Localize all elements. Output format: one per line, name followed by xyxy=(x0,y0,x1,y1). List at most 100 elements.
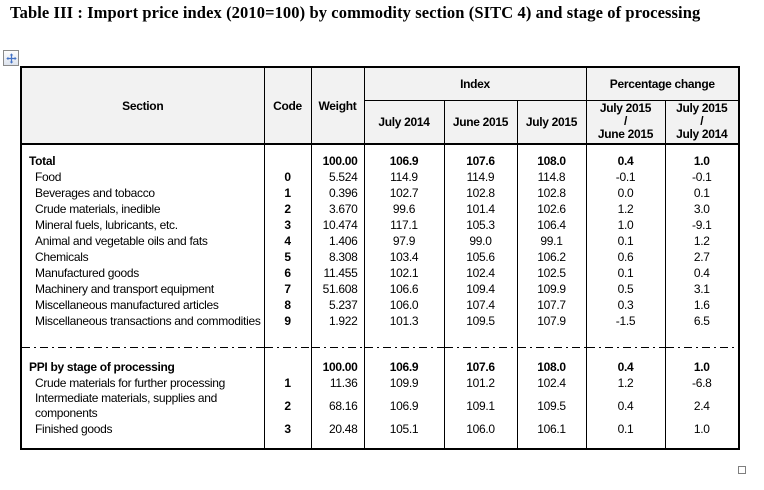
cell-change-mom: 0.1 xyxy=(585,265,666,281)
cell-index-july-2014: 106.9 xyxy=(363,153,445,169)
cell-index-july-2014: 102.7 xyxy=(363,185,445,201)
header-line: / xyxy=(623,114,628,129)
cell-index-july-2014: 114.9 xyxy=(363,169,445,185)
cell-index-july-2015: 114.8 xyxy=(516,169,587,185)
cell-index-july-2014: 106.9 xyxy=(363,359,445,375)
spacer-cell xyxy=(443,329,518,339)
cell-weight: 3.670 xyxy=(310,201,365,217)
table-row: PPI by stage of processing 100.00 106.9 107… xyxy=(20,359,740,375)
cell-section: Crude materials for further processing xyxy=(20,375,265,391)
cell-index-july-2015: 107.9 xyxy=(516,313,587,329)
cell-change-yoy: 1.0 xyxy=(664,421,740,437)
column-header-july-2014: July 2014 xyxy=(363,100,445,145)
cell-index-july-2015: 106.1 xyxy=(516,421,587,437)
cell-code: 2 xyxy=(263,201,312,217)
cell-section: Crude materials, inedible xyxy=(20,201,265,217)
spacer-cell xyxy=(443,144,518,153)
cell-index-july-2014: 102.1 xyxy=(363,265,445,281)
table-resize-handle[interactable] xyxy=(738,466,746,474)
cell-change-yoy: 0.1 xyxy=(664,185,740,201)
cell-code: 5 xyxy=(263,249,312,265)
cell-change-mom: 1.0 xyxy=(585,217,666,233)
cell-change-mom: -1.5 xyxy=(585,313,666,329)
header-line: July 2015 xyxy=(599,101,652,116)
cell-index-july-2014: 106.0 xyxy=(363,297,445,313)
cell-change-mom: 0.0 xyxy=(585,185,666,201)
cell-index-july-2015: 109.9 xyxy=(516,281,587,297)
cell-section: Finished goods xyxy=(20,421,265,437)
cell-change-yoy: 1.2 xyxy=(664,233,740,249)
table-row: Crude materials for further processing 1 1… xyxy=(20,375,740,391)
cell-weight: 1.922 xyxy=(310,313,365,329)
spacer-cell xyxy=(310,144,365,153)
table-move-handle[interactable] xyxy=(3,50,19,66)
cell-index-july-2015: 107.7 xyxy=(516,297,587,313)
cell-index-june-2015: 101.2 xyxy=(443,375,518,391)
cell-code: 9 xyxy=(263,313,312,329)
cell-change-mom: 0.4 xyxy=(585,153,666,169)
cell-change-mom: -0.1 xyxy=(585,169,666,185)
cell-index-june-2015: 109.4 xyxy=(443,281,518,297)
table-row: Chemicals 5 8.308 103.4 105.6 106.2 0.6 2.7 xyxy=(20,249,740,265)
cell-index-july-2014: 103.4 xyxy=(363,249,445,265)
cell-code: 1 xyxy=(263,185,312,201)
cell-index-june-2015: 107.6 xyxy=(443,153,518,169)
column-group-index: Index xyxy=(363,67,587,101)
spacer-row xyxy=(20,144,740,153)
cell-section: Intermediate materials, supplies and com… xyxy=(20,391,265,421)
cell-change-mom: 1.2 xyxy=(585,375,666,391)
cell-index-june-2015: 114.9 xyxy=(443,169,518,185)
cell-index-june-2015: 107.4 xyxy=(443,297,518,313)
cell-index-july-2015: 108.0 xyxy=(516,359,587,375)
spacer-cell xyxy=(664,355,740,359)
cell-change-yoy: 2.4 xyxy=(664,391,740,421)
spacer-row xyxy=(20,437,740,449)
cell-code: 0 xyxy=(263,169,312,185)
table-row: Food 0 5.524 114.9 114.9 114.8 -0.1 -0.1 xyxy=(20,169,740,185)
table-row: Beverages and tobacco 1 0.396 102.7 102.8 102… xyxy=(20,185,740,201)
cell-section: Manufactured goods xyxy=(20,265,265,281)
cell-index-june-2015: 102.8 xyxy=(443,185,518,201)
table-row: Miscellaneous manufactured articles 8 5.23… xyxy=(20,297,740,313)
cell-index-june-2015: 99.0 xyxy=(443,233,518,249)
cell-change-mom: 0.5 xyxy=(585,281,666,297)
header-line: / xyxy=(700,114,704,129)
spacer-cell xyxy=(363,437,445,449)
cell-weight: 8.308 xyxy=(310,249,365,265)
cell-index-july-2014: 106.6 xyxy=(363,281,445,297)
cell-section: Miscellaneous manufactured articles xyxy=(20,297,265,313)
cell-change-yoy: -0.1 xyxy=(664,169,740,185)
column-group-percentage-change: Percentage change xyxy=(585,67,740,101)
cell-section: Food xyxy=(20,169,265,185)
import-price-index-table: Section Code Weight Index Percentage cha… xyxy=(20,66,741,450)
column-header-weight: Weight xyxy=(310,67,365,145)
cell-index-july-2015: 106.4 xyxy=(516,217,587,233)
cell-change-yoy: 3.1 xyxy=(664,281,740,297)
cell-section: Machinery and transport equipment xyxy=(20,281,265,297)
spacer-cell xyxy=(310,437,365,449)
page-title: Table III : Import price index (2010=100… xyxy=(10,3,701,22)
table-row: Finished goods 3 20.48 105.1 106.0 106.1 0.1 1.… xyxy=(20,421,740,437)
cell-change-yoy: -6.8 xyxy=(664,375,740,391)
spacer-row xyxy=(20,355,740,359)
cell-weight: 51.608 xyxy=(310,281,365,297)
spacer-row xyxy=(20,329,740,339)
cell-section: Chemicals xyxy=(20,249,265,265)
cell-weight: 10.474 xyxy=(310,217,365,233)
cell-code: 7 xyxy=(263,281,312,297)
cell-weight: 5.524 xyxy=(310,169,365,185)
move-icon xyxy=(5,52,17,64)
spacer-cell xyxy=(516,144,587,153)
cell-code: 8 xyxy=(263,297,312,313)
cell-change-mom: 0.4 xyxy=(585,391,666,421)
spacer-cell xyxy=(516,329,587,339)
spacer-cell xyxy=(263,144,312,153)
spacer-cell xyxy=(585,329,666,339)
cell-index-june-2015: 107.6 xyxy=(443,359,518,375)
spacer-cell xyxy=(664,329,740,339)
cell-section: Miscellaneous transactions and commoditi… xyxy=(20,313,265,329)
cell-index-july-2014: 106.9 xyxy=(363,391,445,421)
column-header-code: Code xyxy=(263,67,312,145)
cell-change-yoy: 3.0 xyxy=(664,201,740,217)
